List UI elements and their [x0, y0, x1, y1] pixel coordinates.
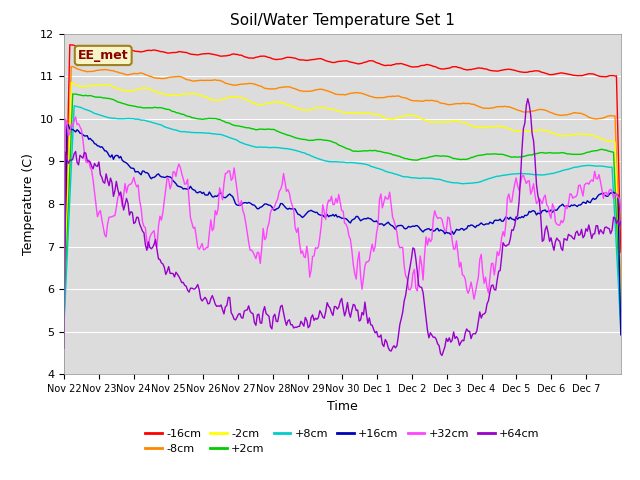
-8cm [60, 302, 68, 308]
+2cm [98, 95, 106, 100]
+64cm [524, 96, 532, 102]
+8cm [614, 272, 621, 278]
+8cm [60, 322, 68, 327]
+64cm [346, 314, 354, 320]
+2cm [81, 93, 88, 98]
-2cm [348, 110, 356, 116]
-2cm [617, 300, 625, 306]
-8cm [98, 67, 106, 72]
+64cm [60, 345, 68, 351]
-8cm [617, 284, 625, 290]
-16cm [81, 47, 88, 52]
Line: +8cm: +8cm [64, 106, 621, 329]
Y-axis label: Temperature (C): Temperature (C) [22, 153, 35, 255]
Line: +16cm: +16cm [64, 125, 621, 335]
-16cm [617, 249, 625, 255]
+16cm [65, 122, 72, 128]
-8cm [614, 199, 621, 204]
Legend: -16cm, -8cm, -2cm, +2cm, +8cm, +16cm, +32cm, +64cm: -16cm, -8cm, -2cm, +2cm, +8cm, +16cm, +3… [141, 424, 544, 459]
Line: -16cm: -16cm [64, 45, 621, 295]
-8cm [541, 108, 549, 113]
-2cm [81, 84, 88, 89]
+32cm [614, 194, 621, 200]
+32cm [60, 333, 68, 339]
+64cm [617, 219, 625, 225]
+32cm [348, 248, 356, 253]
-8cm [81, 68, 88, 74]
-16cm [60, 292, 68, 298]
+64cm [616, 223, 623, 229]
-16cm [614, 132, 621, 137]
+2cm [60, 315, 68, 321]
+16cm [98, 144, 106, 150]
+32cm [541, 192, 549, 198]
Text: EE_met: EE_met [78, 49, 129, 62]
Line: +32cm: +32cm [64, 117, 621, 336]
+2cm [72, 91, 79, 97]
+64cm [543, 223, 550, 229]
X-axis label: Time: Time [327, 400, 358, 413]
Line: +64cm: +64cm [64, 99, 621, 356]
+8cm [458, 181, 466, 187]
+8cm [81, 106, 88, 112]
-2cm [614, 220, 621, 226]
+16cm [81, 133, 88, 139]
+16cm [60, 292, 68, 298]
-8cm [67, 64, 75, 70]
+64cm [97, 172, 104, 178]
+32cm [72, 114, 79, 120]
+8cm [348, 160, 356, 166]
+8cm [70, 103, 78, 108]
Line: +2cm: +2cm [64, 94, 621, 318]
+8cm [541, 172, 549, 178]
+16cm [617, 332, 625, 337]
+32cm [81, 150, 88, 156]
+2cm [458, 156, 466, 162]
-16cm [458, 66, 466, 72]
Line: -8cm: -8cm [64, 67, 621, 305]
+16cm [348, 217, 356, 223]
+2cm [541, 150, 549, 156]
-2cm [541, 128, 549, 133]
-16cm [66, 42, 74, 48]
+16cm [614, 192, 621, 198]
+8cm [98, 113, 106, 119]
+32cm [617, 206, 625, 212]
+32cm [98, 216, 106, 222]
-2cm [98, 82, 106, 88]
-16cm [541, 71, 549, 76]
Title: Soil/Water Temperature Set 1: Soil/Water Temperature Set 1 [230, 13, 455, 28]
+16cm [541, 207, 549, 213]
-2cm [60, 310, 68, 315]
Line: -2cm: -2cm [64, 83, 621, 312]
-8cm [348, 90, 356, 96]
+64cm [438, 353, 446, 359]
+64cm [79, 155, 87, 161]
-2cm [67, 80, 75, 85]
+8cm [617, 326, 625, 332]
-8cm [458, 100, 466, 106]
+32cm [458, 272, 466, 277]
+2cm [617, 314, 625, 320]
+16cm [458, 226, 466, 231]
-16cm [348, 60, 356, 65]
+2cm [614, 248, 621, 254]
-2cm [458, 119, 466, 125]
+2cm [348, 148, 356, 154]
+64cm [458, 337, 466, 343]
-16cm [98, 45, 106, 51]
